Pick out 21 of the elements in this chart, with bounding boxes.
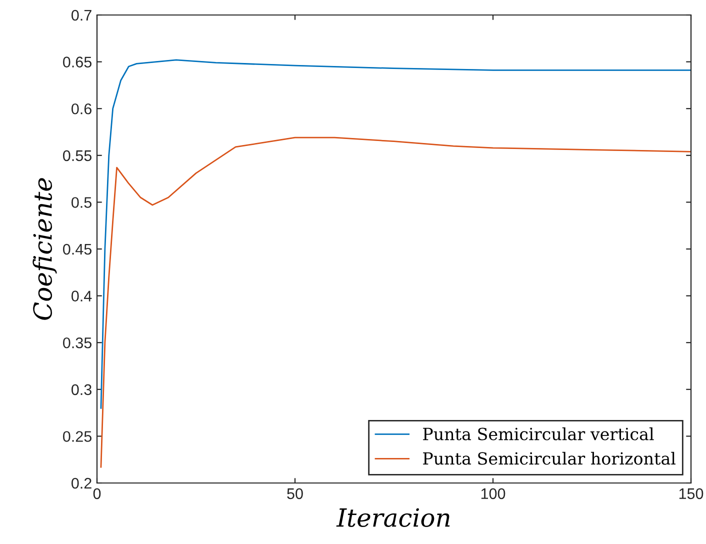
y-tick-label: 0.2 (72, 478, 92, 489)
y-tick-label: 0.6 (72, 103, 92, 114)
x-axis-title: Iteracion (336, 508, 450, 528)
y-tick-label: 0.55 (63, 150, 92, 162)
y-tick-label: 0.3 (72, 384, 92, 396)
x-tick-label: 50 (287, 488, 303, 500)
legend-label: Punta Semicircular vertical (423, 427, 654, 440)
y-tick-label: 0.45 (63, 244, 92, 255)
line-series (100, 59, 691, 409)
y-tick-label: 0.7 (72, 10, 92, 21)
y-tick-label: 0.5 (72, 197, 92, 208)
y-tick-label: 0.25 (63, 431, 92, 442)
x-tick-label: 100 (481, 488, 506, 500)
y-tick-label: 0.4 (72, 290, 92, 302)
x-tick-label: 0 (93, 488, 101, 500)
y-tick-label: 0.65 (63, 56, 92, 68)
y-tick-label: 0.35 (63, 337, 92, 348)
legend-label: Punta Semicircular horizontal (423, 452, 676, 465)
x-tick-label: 150 (679, 488, 704, 500)
line-series (100, 136, 691, 468)
y-axis-title: Coeficiente (32, 178, 57, 320)
